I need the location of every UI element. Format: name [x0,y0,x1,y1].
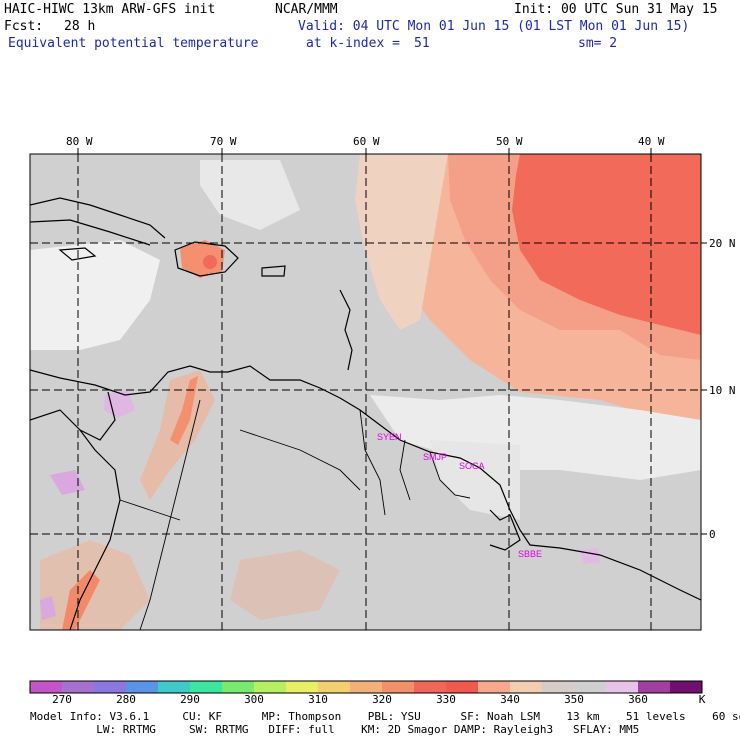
lon-label-80w: 80 W [66,135,93,148]
forecast-label: Fcst: [4,19,44,34]
purple-patch-sw [40,596,56,620]
colorbar-cell [286,681,319,693]
lon-label-70w: 70 W [210,135,237,148]
valid-time: Valid: 04 UTC Mon 01 Jun 15 (01 LST Mon … [298,19,690,34]
field-shading: SYEN SMJP SOCA SBBE [30,154,701,630]
colorbar-unit: K [698,693,706,706]
colorbar-cell [638,681,671,693]
south-america-west-coast [30,409,121,630]
colorbar-cell [62,681,95,693]
station-labels: SYEN SMJP SOCA SBBE [377,432,542,559]
lon-label-50w: 50 W [496,135,523,148]
model-info-line2: LW: RRTMG SW: RRTMG DIFF: full KM: 2D Sm… [30,723,640,736]
station-label-3: SOCA [459,461,485,471]
border-french-guiana [429,451,471,499]
colorbar-cell [350,681,383,693]
colorbar-tick-label: 290 [180,693,200,706]
jamaica-coastline [58,247,97,261]
colorbar-tick-label: 340 [500,693,520,706]
station-label-2: SMJP [423,452,447,462]
lat-label-0: 0 [709,528,716,541]
cool-region-2 [430,440,520,520]
model-info-line1: Model Info: V3.6.1 CU: KF MP: Thompson P… [30,710,740,723]
hispaniola-hot-spot [203,255,217,269]
colorbar-cell [382,681,415,693]
cuba-coastline [30,197,166,239]
colorbar-tick-label: 350 [564,693,584,706]
border-venezuela-brazil [239,429,361,491]
border-colombia-venezuela [139,399,201,630]
country-borders [119,399,471,630]
colorbar-tick-label: 330 [436,693,456,706]
cuba-south-coastline [30,219,151,246]
colorbar-cell [94,681,127,693]
colorbar-tick-label: 310 [308,693,328,706]
axis-ticks [77,148,707,535]
border-guyana [359,409,386,516]
station-label-4: SBBE [518,549,542,559]
station-label-1: SYEN [377,432,402,442]
forecast-hours: 28 h [64,19,96,34]
colorbar-cell [478,681,511,693]
amazon-mouth [489,509,521,551]
map-frame [29,153,702,631]
purple-patch-panama [104,390,135,418]
smoothing: sm= 2 [578,36,618,51]
hot-region [512,154,701,335]
colorbar [29,680,703,694]
lat-label-20n: 20 N [709,237,736,250]
colorbar-frame [29,680,703,694]
colorbar-cell [670,681,703,693]
orange-streak-andes [170,376,198,445]
orange-streak-sw [62,570,100,630]
colorbar-cell [254,681,287,693]
level-label: at k-index = [306,36,400,51]
colorbar-cell [574,681,607,693]
lat-label-10n: 10 N [709,384,736,397]
colorbar-tick-label: 300 [244,693,264,706]
tan-band [355,154,448,330]
field-name: Equivalent potential temperature [8,36,259,51]
model-title: HAIC-HIWC 13km ARW-GFS init [4,2,216,17]
colorbar-tick-label: 280 [116,693,136,706]
panama-isthmus [79,391,116,441]
organization: NCAR/MMM [275,2,338,17]
colorbar-tick-label: 360 [628,693,648,706]
lon-label-60w: 60 W [353,135,380,148]
colorbar-tick-label: 270 [52,693,72,706]
border-ecuador [119,499,181,521]
purple-patch-colombia [50,470,85,495]
colorbar-cell [414,681,447,693]
colorbar-cell [542,681,575,693]
colorbar-cell [318,681,351,693]
colorbar-cell [606,681,639,693]
cool-region-west [30,240,160,350]
colorbar-cell [222,681,255,693]
hispaniola-warm [180,240,225,278]
colorbar-cell [158,681,191,693]
colorbar-cell [510,681,543,693]
cool-region-north [200,160,300,230]
lesser-antilles [339,289,353,371]
colorbar-cell [30,681,63,693]
puerto-rico-coastline [261,265,286,277]
colorbar-tick-label: 320 [372,693,392,706]
tan-patch-south [230,550,340,620]
lon-label-40w: 40 W [638,135,665,148]
cool-region-south-atlantic [370,395,701,480]
border-suriname [399,439,411,501]
init-time: Init: 00 UTC Sun 31 May 15 [514,2,718,17]
colorbar-cell [190,681,223,693]
level-value: 51 [414,36,430,51]
theta-e-map: SYEN SMJP SOCA SBBE 80 W 70 W 60 W 50 W … [29,135,736,631]
lat-lon-grid [30,154,701,630]
colorbar-cell [126,681,159,693]
colorbar-cell [446,681,479,693]
